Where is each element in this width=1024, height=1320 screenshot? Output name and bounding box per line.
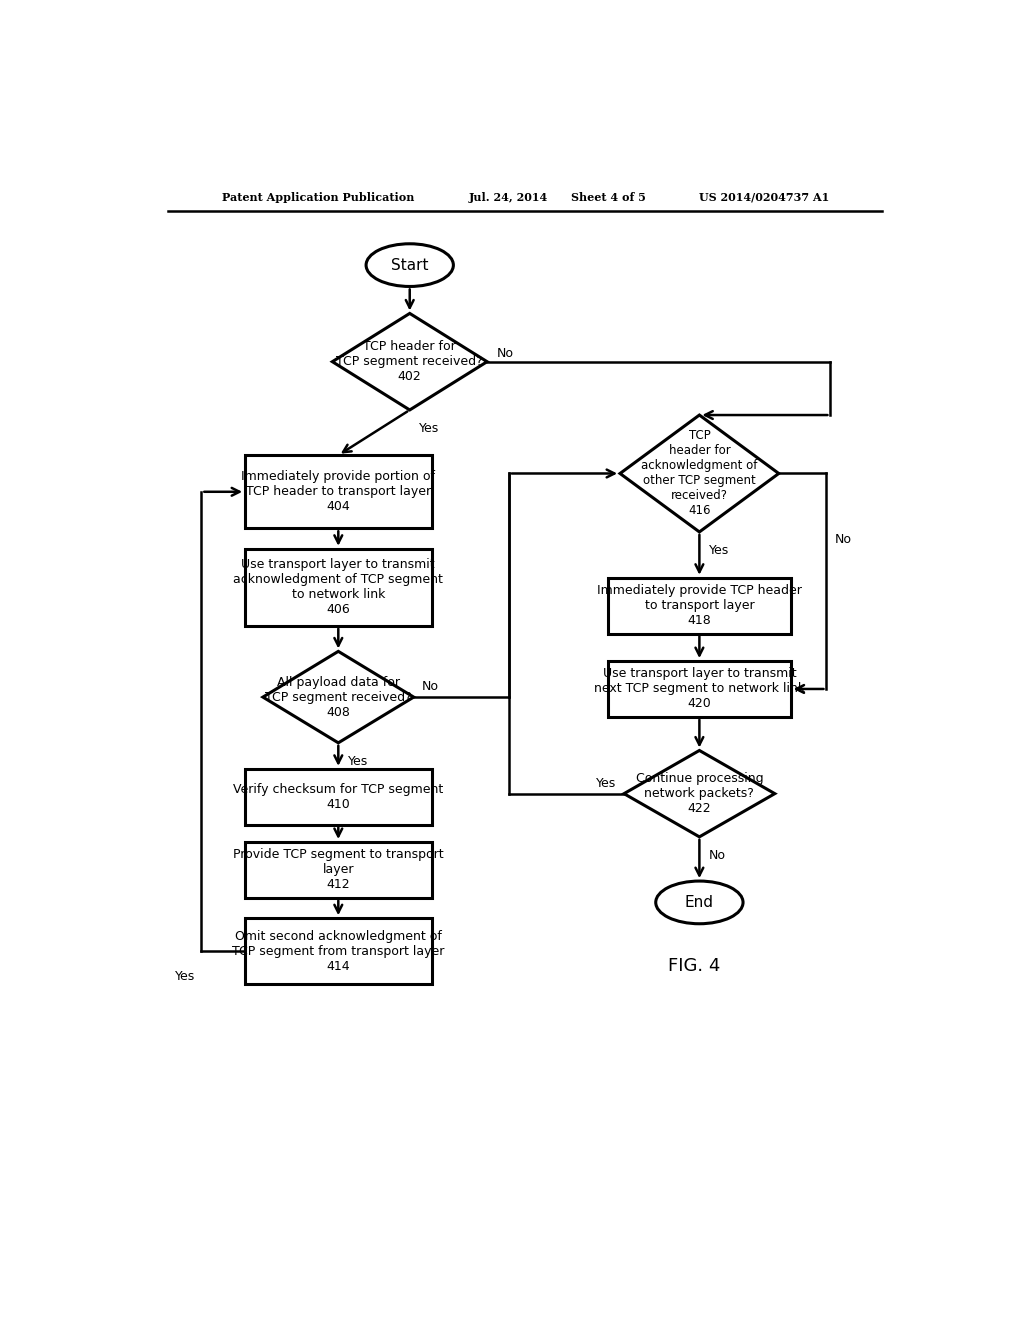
Text: Omit second acknowledgment of
TCP segment from transport layer
414: Omit second acknowledgment of TCP segmen… <box>232 929 444 973</box>
Text: No: No <box>709 849 726 862</box>
Text: Yes: Yes <box>175 970 195 982</box>
Text: Continue processing
network packets?
422: Continue processing network packets? 422 <box>636 772 763 816</box>
Text: Start: Start <box>391 257 428 273</box>
Bar <box>245 919 431 985</box>
Text: US 2014/0204737 A1: US 2014/0204737 A1 <box>699 191 829 202</box>
Text: Jul. 24, 2014: Jul. 24, 2014 <box>469 191 549 202</box>
Text: Patent Application Publication: Patent Application Publication <box>221 191 414 202</box>
Bar <box>608 578 791 634</box>
Text: No: No <box>422 680 438 693</box>
Text: Immediately provide portion of
TCP header to transport layer
404: Immediately provide portion of TCP heade… <box>242 470 435 513</box>
Text: Sheet 4 of 5: Sheet 4 of 5 <box>570 191 646 202</box>
Text: Yes: Yes <box>596 777 616 789</box>
Text: FIG. 4: FIG. 4 <box>668 957 720 975</box>
Text: Yes: Yes <box>419 422 439 434</box>
Text: Use transport layer to transmit
acknowledgment of TCP segment
to network link
40: Use transport layer to transmit acknowle… <box>233 558 443 616</box>
Bar <box>245 768 431 825</box>
Bar <box>608 661 791 717</box>
Text: No: No <box>497 347 514 360</box>
Text: TCP
header for
acknowledgment of
other TCP segment
received?
416: TCP header for acknowledgment of other T… <box>641 429 758 517</box>
Text: No: No <box>835 533 851 546</box>
Bar <box>245 549 431 626</box>
Text: Yes: Yes <box>709 544 729 557</box>
Text: All payload data for
TCP segment received?
408: All payload data for TCP segment receive… <box>265 676 412 718</box>
Text: Immediately provide TCP header
to transport layer
418: Immediately provide TCP header to transp… <box>597 585 802 627</box>
Text: End: End <box>685 895 714 909</box>
Bar <box>245 842 431 898</box>
Bar <box>245 455 431 528</box>
Text: TCP header for
TCP segment received?
402: TCP header for TCP segment received? 402 <box>336 341 483 383</box>
Text: Provide TCP segment to transport
layer
412: Provide TCP segment to transport layer 4… <box>233 849 443 891</box>
Text: Yes: Yes <box>348 755 368 768</box>
Text: Use transport layer to transmit
next TCP segment to network link
420: Use transport layer to transmit next TCP… <box>594 668 805 710</box>
Text: Verify checksum for TCP segment
410: Verify checksum for TCP segment 410 <box>233 783 443 810</box>
